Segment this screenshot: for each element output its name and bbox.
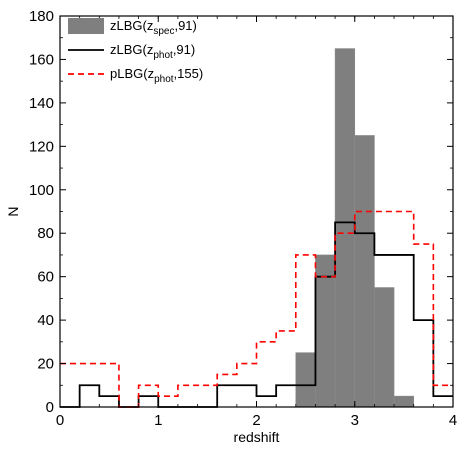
y-tick-label: 20 <box>37 356 54 373</box>
y-tick-label: 140 <box>29 95 54 112</box>
ticks-layer <box>59 15 454 408</box>
legend-label: zLBG(zspec,91) <box>110 18 197 37</box>
x-tick-label: 4 <box>449 412 457 429</box>
x-tick-label: 1 <box>154 412 162 429</box>
legend: zLBG(zspec,91) zLBG(zphot,91) pLBG(zphot,1… <box>68 18 203 85</box>
y-tick-label: 60 <box>37 269 54 286</box>
y-tick-label: 120 <box>29 138 54 155</box>
y-tick-label: 80 <box>37 225 54 242</box>
y-tick-label: 160 <box>29 51 54 68</box>
spec-bar <box>295 352 316 408</box>
y-tick-label: 40 <box>37 312 54 329</box>
spec-bar <box>315 254 336 408</box>
spec-bar <box>393 395 414 408</box>
plbg-phot-step-line <box>60 210 453 408</box>
y-tick-label: 100 <box>29 182 54 199</box>
x-tick-label: 3 <box>351 412 359 429</box>
y-axis-label: N <box>5 206 21 216</box>
y-tick-label: 0 <box>46 399 54 416</box>
spec-bar <box>374 287 395 408</box>
spec-bar <box>354 135 375 408</box>
step-lines-layer <box>60 210 453 408</box>
zlbg-phot-step-line <box>60 221 453 408</box>
spec-bar <box>334 48 356 408</box>
legend-swatch-spec <box>68 18 104 34</box>
spec-bars-layer <box>295 48 414 408</box>
x-tick-label: 2 <box>252 412 260 429</box>
legend-label: zLBG(zphot,91) <box>110 42 195 61</box>
x-tick-label: 0 <box>56 412 64 429</box>
y-tick-label: 180 <box>29 8 54 25</box>
x-axis-label: redshift <box>234 429 280 445</box>
legend-label: pLBG(zphot,155) <box>110 66 203 85</box>
